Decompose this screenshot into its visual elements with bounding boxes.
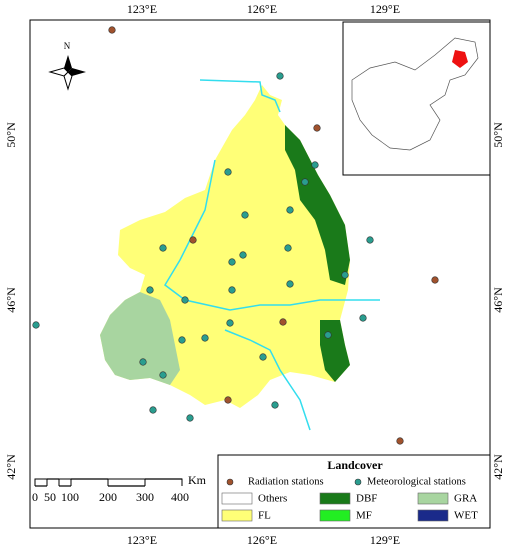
legend-title: Landcover — [327, 458, 383, 472]
legend-label: Others — [258, 493, 287, 505]
meteorological-station — [186, 414, 194, 422]
meteorological-station — [226, 319, 234, 327]
scale-label: 300 — [136, 490, 154, 504]
meteorological-station — [301, 178, 309, 186]
river — [164, 159, 380, 311]
legend-symbol — [354, 478, 362, 486]
meteorological-station — [224, 168, 232, 176]
meteorological-station — [241, 211, 249, 219]
legend-label: Meteorological stations — [367, 476, 466, 487]
legend-label: MF — [356, 510, 372, 522]
gra-area — [100, 292, 180, 385]
legend-swatch — [319, 492, 351, 505]
meteorological-station — [146, 286, 154, 294]
meteorological-station — [324, 331, 332, 339]
legend-swatch — [319, 509, 351, 522]
meteorological-station — [201, 334, 209, 342]
legend-label: WET — [454, 510, 478, 522]
meteorological-station — [239, 251, 247, 259]
meteorological-station — [228, 258, 236, 266]
meteorological-station — [139, 358, 147, 366]
legend-swatch — [417, 509, 449, 522]
meteorological-station — [366, 236, 374, 244]
river — [199, 79, 281, 113]
lat-label: 46°N — [491, 287, 505, 313]
radiation-stations — [108, 26, 439, 445]
lat-label: 42°N — [491, 454, 505, 480]
meteorological-station — [311, 161, 319, 169]
radiation-station — [108, 26, 116, 34]
lon-label: 126°E — [247, 2, 277, 16]
radiation-station — [224, 396, 232, 404]
lon-label: 129°E — [370, 2, 400, 16]
lon-label: 129°E — [370, 533, 400, 547]
inset-china — [351, 37, 479, 151]
legend-swatch — [417, 492, 449, 505]
lat-label: 50°N — [4, 122, 18, 148]
meteorological-station — [284, 244, 292, 252]
scale-label: 0 — [32, 490, 38, 504]
meteorological-station — [228, 286, 236, 294]
legend-symbol — [226, 478, 234, 486]
radiation-station — [431, 276, 439, 284]
river — [224, 329, 311, 431]
lat-label: 46°N — [4, 287, 18, 313]
meteorological-station — [181, 296, 189, 304]
legend-label: DBF — [356, 493, 377, 505]
meteorological-station — [271, 401, 279, 409]
radiation-station — [313, 124, 321, 132]
legend-swatch — [221, 492, 253, 505]
meteorological-station — [159, 371, 167, 379]
meteorological-stations — [32, 72, 374, 422]
meteorological-station — [159, 244, 167, 252]
meteorological-station — [178, 336, 186, 344]
scale-label: 400 — [171, 490, 189, 504]
radiation-station — [279, 318, 287, 326]
scale-label: 50 — [44, 490, 56, 504]
legend-swatch — [221, 509, 253, 522]
lat-label: 42°N — [4, 454, 18, 480]
meteorological-station — [286, 280, 294, 288]
scale-label: 200 — [99, 490, 117, 504]
meteorological-station — [259, 353, 267, 361]
scale-bar: 0 50 100 200 300 400 Km — [32, 473, 207, 504]
lat-label: 50°N — [491, 122, 505, 148]
dbf-area — [285, 125, 350, 285]
north-label: N — [64, 41, 71, 51]
meteorological-station — [286, 206, 294, 214]
legend-label: Radiation stations — [248, 476, 324, 487]
meteorological-station — [276, 72, 284, 80]
north-arrow: N — [48, 41, 86, 91]
radiation-station — [396, 437, 404, 445]
meteorological-station — [149, 406, 157, 414]
meteorological-station — [359, 314, 367, 322]
lon-label: 123°E — [127, 2, 157, 16]
lon-label: 123°E — [127, 533, 157, 547]
meteorological-station — [341, 271, 349, 279]
lon-label: 126°E — [247, 533, 277, 547]
scale-label: 100 — [61, 490, 79, 504]
legend-label: FL — [258, 510, 271, 522]
legend-label: GRA — [454, 493, 477, 505]
radiation-station — [189, 236, 197, 244]
scale-unit: Km — [188, 473, 207, 487]
meteorological-station — [32, 321, 40, 329]
inset-study-area — [452, 50, 468, 68]
